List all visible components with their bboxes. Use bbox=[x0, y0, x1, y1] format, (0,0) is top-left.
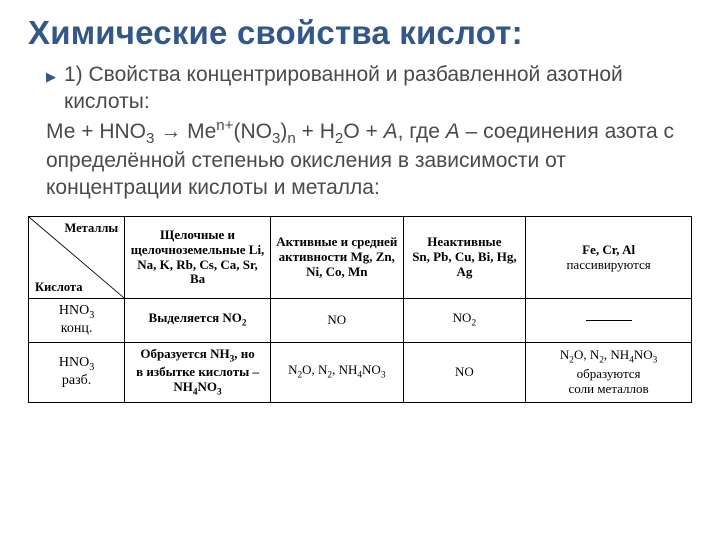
slide-title: Химические свойства кислот: bbox=[28, 14, 692, 52]
t: n bbox=[287, 130, 295, 147]
t: n+ bbox=[216, 117, 233, 134]
t: HNO bbox=[59, 303, 89, 318]
t: 3 bbox=[89, 310, 94, 321]
formula-line: Ме + HNO3 → Men+(NO3)n + H2O + А, где A … bbox=[46, 116, 692, 202]
t: 3 bbox=[217, 387, 222, 397]
bullet-content: 1) Свойства концентрированной и разбавле… bbox=[64, 62, 692, 116]
row-label: HNO3 разб. bbox=[29, 342, 125, 403]
t: NH bbox=[173, 379, 193, 394]
table-row: Металлы Кислота Щелочные и щелочноземель… bbox=[29, 217, 692, 299]
table-wrap: Металлы Кислота Щелочные и щелочноземель… bbox=[28, 216, 692, 403]
t: образуются bbox=[577, 366, 641, 381]
diag-bot-label: Кислота bbox=[35, 280, 82, 294]
t: O, N bbox=[302, 362, 327, 377]
bullet-item: ▶ 1) Свойства концентрированной и разбав… bbox=[46, 62, 692, 116]
cell: Выделяется NO2 bbox=[125, 299, 271, 342]
cell: NO bbox=[270, 299, 403, 342]
dash-icon bbox=[586, 320, 632, 321]
diag-cell: Металлы Кислота bbox=[29, 217, 125, 299]
t: + H bbox=[296, 120, 335, 143]
t: NO bbox=[634, 347, 653, 362]
t: (NO bbox=[234, 120, 273, 143]
t: O, N bbox=[574, 347, 599, 362]
t: Ме + HNO bbox=[46, 120, 146, 143]
cell: Образуется NH 3 , но в избытке кислоты – N… bbox=[125, 342, 271, 403]
body-text: ▶ 1) Свойства концентрированной и разбав… bbox=[28, 62, 692, 202]
t: Выделяется NO bbox=[149, 310, 242, 325]
t: , где bbox=[398, 120, 446, 143]
t: Неактивные bbox=[427, 234, 501, 249]
t: 2 bbox=[242, 319, 247, 329]
t: пассивируются bbox=[566, 257, 650, 272]
cell: NO2 bbox=[403, 299, 526, 342]
bullet-icon: ▶ bbox=[46, 62, 64, 116]
t: 3 bbox=[653, 356, 658, 366]
t: A bbox=[446, 120, 460, 143]
table-row: HNO3 конц. Выделяется NO2 NO NO2 bbox=[29, 299, 692, 342]
col-header: Fe, Cr, Al пассивируются bbox=[526, 217, 692, 299]
t: Sn, Pb, Cu, Bi, Hg, Ag bbox=[412, 249, 516, 279]
t: Образуется NH bbox=[140, 346, 229, 361]
t: конц. bbox=[61, 321, 93, 336]
t: в избытке кислоты – bbox=[136, 364, 259, 379]
t: O + bbox=[343, 120, 383, 143]
properties-table: Металлы Кислота Щелочные и щелочноземель… bbox=[28, 216, 692, 403]
t: NO bbox=[362, 362, 381, 377]
t: NO bbox=[198, 379, 218, 394]
t: Fe, Cr, Al bbox=[582, 242, 635, 257]
col-header: Активные и средней активности Mg, Zn, Ni… bbox=[270, 217, 403, 299]
t: NO bbox=[453, 310, 472, 325]
t: 2 bbox=[471, 319, 476, 329]
t: N bbox=[560, 347, 569, 362]
t: 3 bbox=[381, 371, 386, 381]
col-header: Щелочные и щелочноземельные Li, Na, K, R… bbox=[125, 217, 271, 299]
t: HNO bbox=[59, 355, 89, 370]
cell: NO bbox=[403, 342, 526, 403]
t: → Me bbox=[154, 120, 216, 143]
t: , NH bbox=[604, 347, 629, 362]
cell: N2O, N2, NH4NO3 образуются соли металлов bbox=[526, 342, 692, 403]
t: , NH bbox=[332, 362, 357, 377]
t: А bbox=[384, 120, 398, 143]
diag-top-label: Металлы bbox=[65, 221, 119, 235]
row-label: HNO3 конц. bbox=[29, 299, 125, 342]
slide: Химические свойства кислот: ▶ 1) Свойств… bbox=[0, 0, 720, 540]
table-row: HNO3 разб. Образуется NH3, но в избытке … bbox=[29, 342, 692, 403]
cell bbox=[526, 299, 692, 342]
t: 3 bbox=[89, 362, 94, 373]
cell: N2O, N2, NH4NO3 bbox=[270, 342, 403, 403]
col-header: Неактивные Sn, Pb, Cu, Bi, Hg, Ag bbox=[403, 217, 526, 299]
line1: 1) Свойства концентрированной и разбавле… bbox=[64, 63, 623, 113]
t: разб. bbox=[62, 373, 91, 388]
t: , но bbox=[234, 346, 255, 361]
t: соли металлов bbox=[569, 381, 649, 396]
